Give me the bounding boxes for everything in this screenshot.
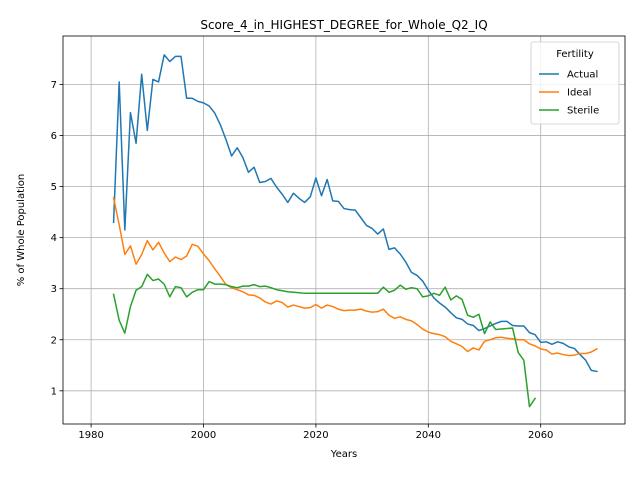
- legend-label-sterile: Sterile: [567, 106, 599, 117]
- legend-title: Fertility: [556, 49, 594, 60]
- y-tick-label: 4: [51, 233, 57, 244]
- legend-label-ideal: Ideal: [567, 88, 591, 99]
- x-tick-label: 2020: [303, 430, 328, 441]
- legend-box: [530, 41, 620, 125]
- x-tick-label: 2000: [191, 430, 216, 441]
- legend: Fertility Actual Ideal Sterile: [530, 41, 620, 125]
- series-line-actual: [112, 54, 598, 373]
- y-tick-label: 1: [51, 386, 57, 397]
- chart-title: Score_4_in_HIGHEST_DEGREE_for_Whole_Q2_I…: [200, 18, 487, 32]
- series-line-ideal: [112, 196, 598, 357]
- plot-frame: [62, 35, 626, 425]
- y-tick-label: 3: [51, 284, 57, 295]
- y-tick-label: 6: [51, 131, 57, 142]
- grid: [63, 36, 625, 424]
- series-line-sterile: [112, 273, 537, 408]
- x-tick-label: 1980: [78, 430, 103, 441]
- ticks: 1980 2000 2020 2040 2060 1 2 3 4 5 6 7: [51, 80, 554, 441]
- x-axis-label: Years: [330, 449, 357, 460]
- x-tick-label: 2040: [416, 430, 441, 441]
- x-tick-label: 2060: [528, 430, 553, 441]
- y-tick-label: 2: [51, 335, 57, 346]
- series-layer: [112, 54, 598, 408]
- legend-label-actual: Actual: [567, 70, 598, 81]
- y-tick-label: 5: [51, 182, 57, 193]
- y-tick-label: 7: [51, 80, 57, 91]
- y-axis-label: % of Whole Population: [16, 174, 27, 287]
